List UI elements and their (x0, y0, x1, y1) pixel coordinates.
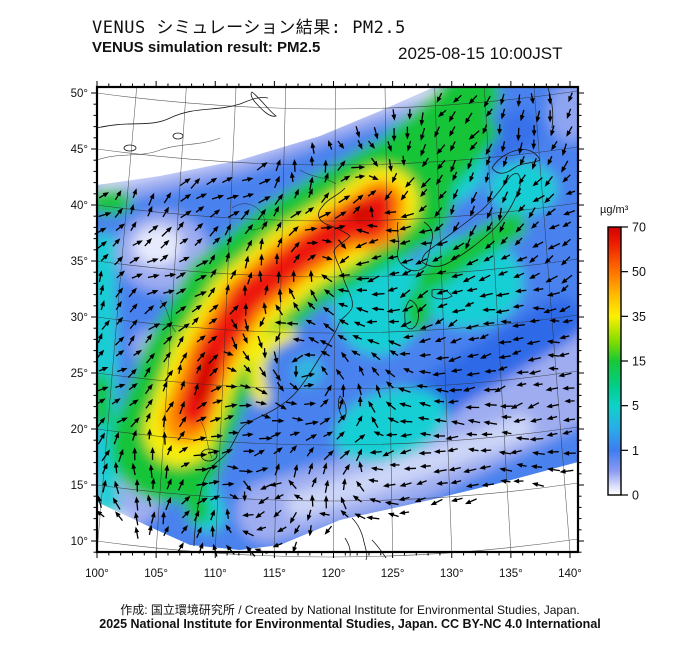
meridian-line (484, 86, 512, 553)
colorbar-tick-label: 35 (632, 310, 646, 324)
parallel-line (96, 482, 579, 502)
coastline-hokkaido (491, 149, 541, 174)
copyright-line: 2025 National Institute for Environmenta… (99, 617, 601, 631)
meridian-line (155, 86, 187, 553)
lake-icon (172, 132, 184, 140)
colorbar-tick-label: 15 (632, 355, 646, 369)
lon-tick-label: 140° (558, 568, 582, 580)
meridian-line (214, 86, 237, 553)
wind-arrow-heads (96, 95, 573, 554)
lat-tick-label: 30° (71, 312, 88, 324)
lake-baikal (250, 91, 277, 117)
lon-tick-label: 120° (322, 568, 346, 580)
lon-tick-label: 130° (440, 568, 464, 580)
coastline-korea (397, 221, 433, 272)
sakhalin-island (547, 87, 554, 129)
meridian-line (384, 86, 393, 553)
lake-icon (123, 144, 137, 152)
parallel-line (96, 146, 579, 166)
lon-tick-label: 110° (204, 568, 227, 580)
timestamp: 2025-08-15 10:00JST (398, 44, 563, 63)
border-vietnam (159, 169, 337, 459)
parallel-line (96, 538, 579, 558)
title-japanese: VENUS シミュレーション結果: PM2.5 (92, 18, 406, 38)
pm25-concentration-field (97, 88, 578, 550)
coastline-border-mongolia (96, 137, 221, 161)
colorbar-tick-label: 5 (632, 399, 639, 413)
colorbar-gradient-bar (607, 226, 622, 496)
attribution-line: 作成: 国立環境研究所 / Created by National Instit… (120, 603, 580, 617)
meridian-line (333, 86, 336, 553)
kyushu-island (404, 299, 419, 330)
taiwan-island (337, 395, 347, 421)
colorbar-tick-label: 70 (632, 221, 646, 235)
coastline-philippines (344, 517, 387, 561)
colorbar-unit-label: µg/m³ (600, 204, 629, 216)
lat-tick-label: 35° (71, 256, 88, 268)
parallel-line (96, 90, 579, 110)
lat-tick-label: 20° (71, 424, 88, 436)
lat-tick-label: 45° (71, 144, 88, 156)
title-english: VENUS simulation result: PM2.5 (92, 39, 321, 56)
parallel-line (96, 370, 579, 390)
lat-tick-label: 10° (71, 536, 88, 548)
lat-tick-label: 40° (71, 200, 88, 212)
coastline-honshu (421, 173, 521, 267)
lon-tick-label: 115° (263, 568, 286, 580)
lat-tick-label: 25° (71, 368, 88, 380)
parallel-line (96, 202, 579, 222)
colorbar-tick-label: 0 (632, 489, 639, 503)
shikoku-island (431, 288, 453, 300)
wind-vector-field (94, 92, 576, 557)
axis-labels: 50° 45° 40° 35° 30° 25° 20° 15° 10° 100° 105° 110° 1… (71, 88, 582, 580)
lon-tick-label: 135° (499, 568, 523, 580)
map-frame (95, 85, 580, 554)
parallel-line (96, 314, 579, 334)
coastline-siberia (96, 97, 269, 129)
wind-arrow-shafts (94, 92, 576, 557)
colorbar-tick-label: 1 (632, 444, 639, 458)
lat-tick-label: 15° (71, 480, 88, 492)
lon-tick-label: 125° (381, 568, 405, 580)
colorbar-tick-label: 50 (632, 265, 646, 279)
parallel-line (96, 258, 579, 278)
lon-tick-label: 105° (144, 568, 168, 580)
lon-tick-label: 100° (85, 568, 109, 580)
lat-tick-label: 50° (71, 88, 88, 100)
frame-ticks (91, 81, 584, 558)
